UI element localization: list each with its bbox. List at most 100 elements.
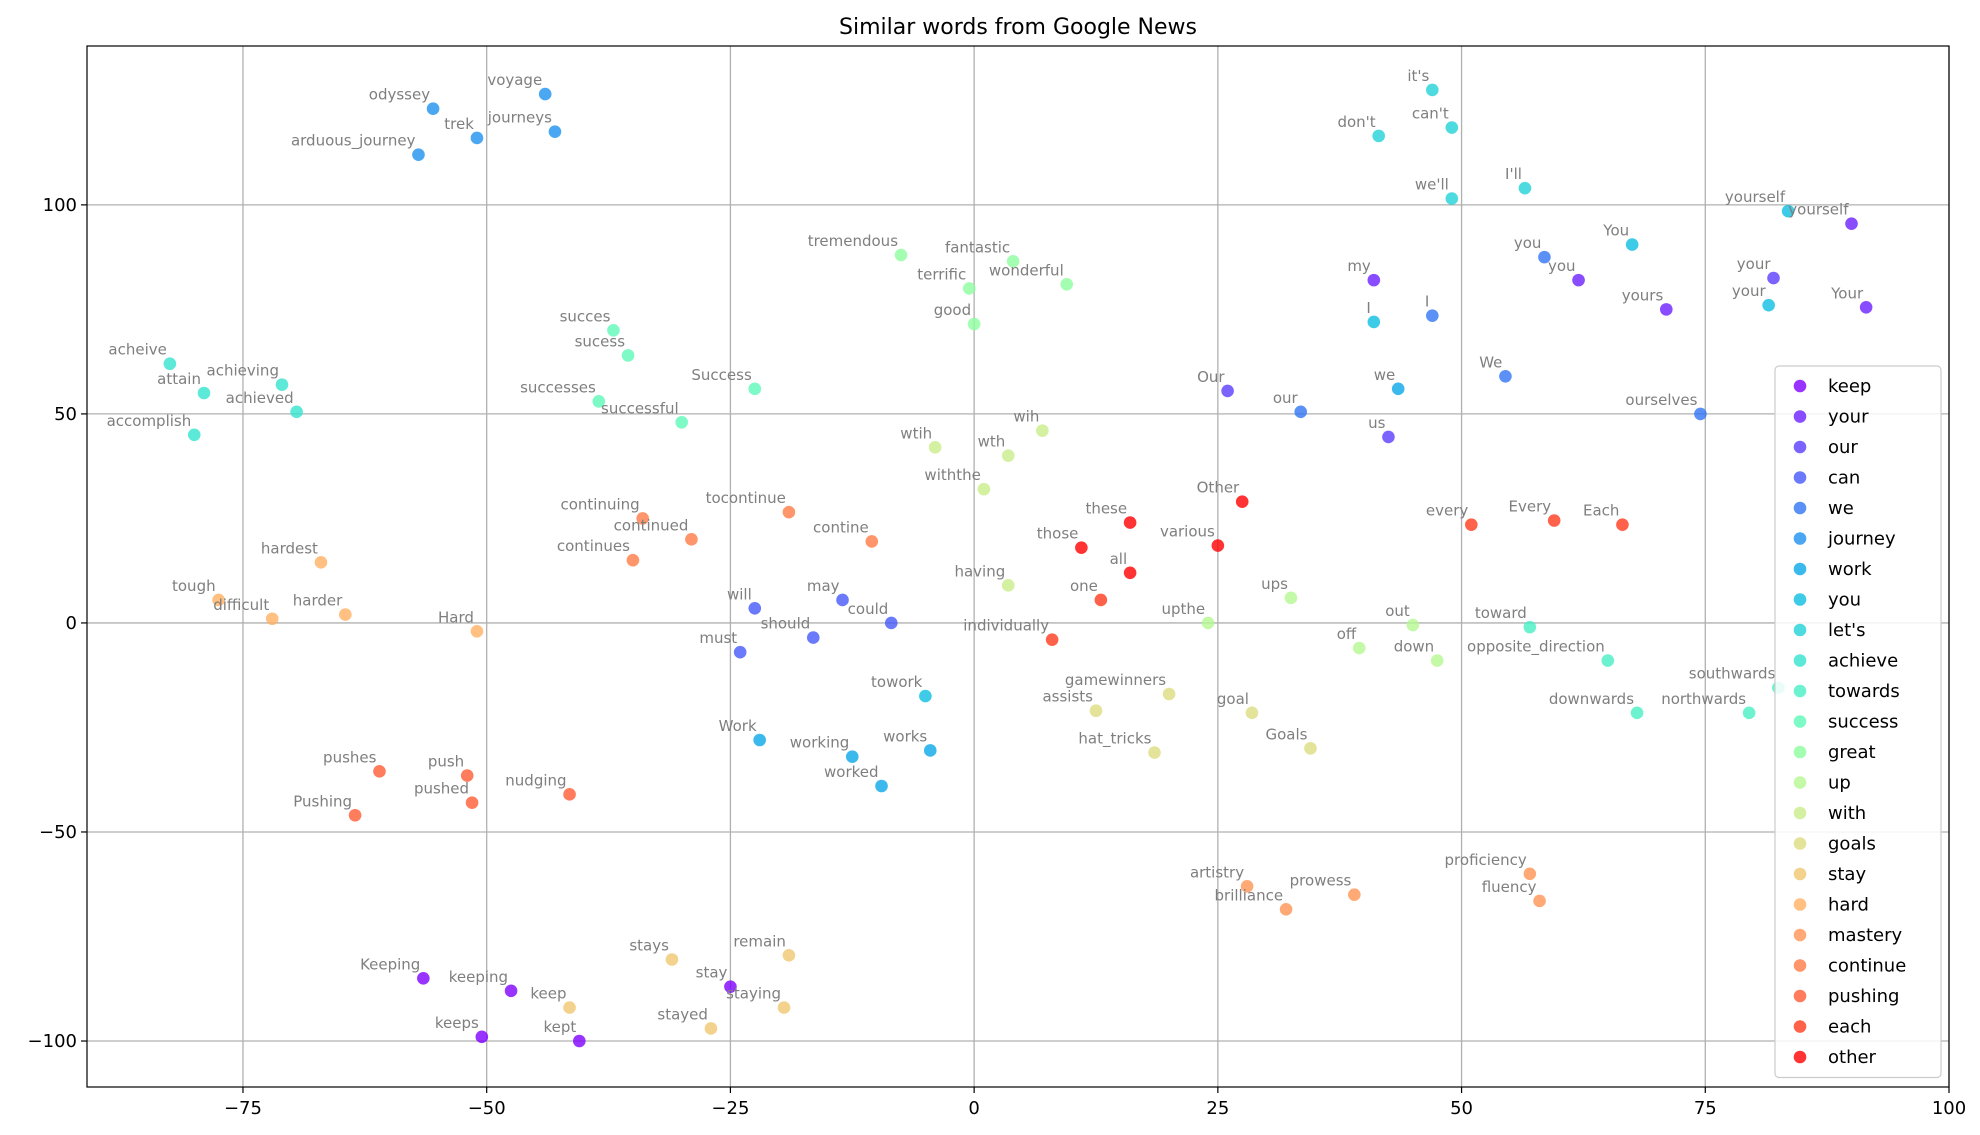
data-point	[1601, 654, 1615, 667]
point-label: various	[1160, 523, 1215, 541]
legend-label: keep	[1828, 376, 1871, 397]
point-label: tocontinue	[706, 489, 786, 507]
data-point	[1094, 593, 1108, 607]
point-label: tremendous	[808, 232, 899, 250]
legend-marker	[1793, 684, 1807, 698]
point-label: sucess	[575, 332, 626, 350]
legend-label: mastery	[1828, 925, 1902, 946]
legend-marker	[1793, 1020, 1807, 1033]
point-label: good	[934, 301, 971, 319]
point-label: Our	[1197, 368, 1225, 386]
point-label: wonderful	[989, 261, 1064, 279]
point-label: Other	[1197, 479, 1240, 497]
data-point	[1045, 633, 1059, 646]
point-label: trek	[444, 115, 474, 133]
point-label: we	[1374, 366, 1396, 384]
data-point	[782, 505, 796, 519]
data-point	[373, 765, 386, 778]
point-label: staying	[726, 985, 781, 1003]
point-label: will	[727, 585, 752, 603]
y-tick-label: −100	[28, 1031, 77, 1052]
point-label: can't	[1412, 105, 1449, 123]
data-point	[894, 248, 908, 262]
point-label: assists	[1042, 688, 1093, 706]
point-label: downwards	[1549, 690, 1634, 708]
point-label: off	[1337, 625, 1357, 643]
point-label: it's	[1407, 67, 1429, 85]
data-point	[967, 317, 981, 331]
data-point	[1659, 303, 1673, 316]
data-point	[504, 984, 518, 998]
data-point	[962, 282, 976, 295]
data-point	[538, 87, 552, 101]
legend-marker	[1793, 928, 1807, 942]
data-point	[1235, 495, 1249, 508]
legend-marker	[1793, 806, 1807, 820]
legend-marker	[1793, 562, 1807, 576]
point-label: prowess	[1290, 872, 1352, 890]
point-label: succes	[560, 307, 611, 325]
point-label: towork	[871, 673, 923, 691]
legend-marker	[1793, 379, 1807, 393]
data-point	[1284, 591, 1298, 605]
legend-label: each	[1828, 1017, 1871, 1038]
point-label: your	[1732, 282, 1767, 300]
point-label: Every	[1509, 498, 1552, 516]
x-tick-label: −50	[468, 1098, 506, 1119]
legend-marker	[1793, 1050, 1807, 1064]
data-point	[548, 125, 562, 139]
point-label: You	[1602, 222, 1629, 240]
data-point	[665, 953, 679, 966]
data-point	[884, 616, 898, 630]
data-points	[163, 83, 1873, 1048]
point-label: ups	[1261, 575, 1288, 593]
data-point	[1036, 424, 1049, 437]
y-tick-label: 50	[54, 404, 77, 425]
data-point	[724, 980, 737, 993]
point-label: wtih	[900, 424, 932, 442]
point-label: keep	[530, 985, 566, 1003]
legend-marker	[1793, 898, 1807, 911]
data-point	[1625, 238, 1639, 251]
point-label: yourself	[1788, 201, 1849, 219]
point-label: individually	[963, 617, 1049, 635]
point-label: works	[883, 727, 927, 745]
data-point	[1391, 382, 1405, 396]
legend-label: stay	[1828, 864, 1866, 885]
point-label: withthe	[924, 466, 980, 484]
y-tick-label: −50	[39, 822, 77, 843]
data-point	[563, 788, 576, 801]
point-label: Pushing	[293, 792, 352, 810]
legend-marker	[1793, 471, 1807, 484]
data-point	[1694, 407, 1707, 421]
point-label: worked	[824, 763, 879, 781]
legend-label: pushing	[1828, 986, 1899, 1007]
legend-box	[1774, 365, 1942, 1079]
data-point	[777, 1001, 791, 1014]
data-point	[1499, 369, 1512, 383]
data-point	[836, 593, 849, 607]
point-label: out	[1385, 602, 1410, 620]
point-label: tough	[172, 577, 216, 595]
data-point	[1123, 516, 1137, 529]
data-point	[1465, 518, 1478, 531]
point-label: kept	[544, 1018, 577, 1036]
data-point	[1781, 204, 1795, 218]
point-label: yourself	[1725, 188, 1786, 206]
data-point	[748, 382, 762, 396]
data-point	[265, 612, 279, 626]
point-label: I'll	[1505, 165, 1522, 183]
data-point	[163, 357, 177, 371]
point-label: attain	[157, 370, 201, 388]
point-label: goal	[1217, 690, 1249, 708]
data-point	[1767, 271, 1780, 285]
point-label: Your	[1830, 284, 1864, 302]
legend-label: other	[1828, 1047, 1877, 1068]
data-point	[470, 131, 484, 145]
data-point	[626, 553, 640, 567]
legend-label: continue	[1828, 956, 1906, 977]
data-point	[1426, 83, 1439, 97]
point-label: Success	[691, 366, 752, 384]
point-label: Work	[719, 717, 757, 735]
point-label: toward	[1475, 604, 1527, 622]
